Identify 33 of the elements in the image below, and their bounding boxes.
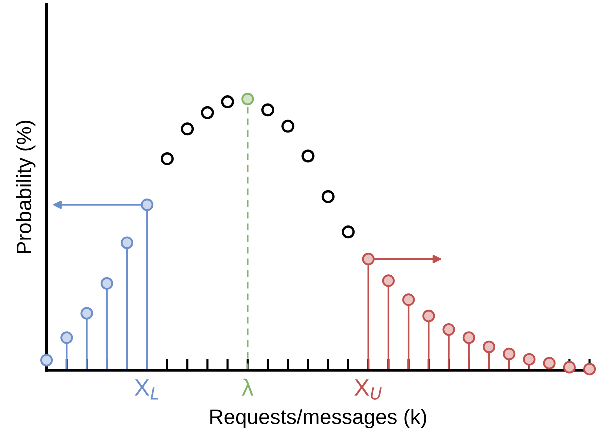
point bbox=[100, 277, 114, 290]
point bbox=[242, 93, 254, 106]
x-axis-title: Requests/messages (k) bbox=[210, 409, 426, 429]
point bbox=[422, 310, 436, 322]
point bbox=[503, 348, 516, 360]
x-tick-label: X$_{L}$ bbox=[134, 380, 159, 400]
point bbox=[362, 252, 375, 266]
point bbox=[120, 236, 134, 250]
y-axis-title: Probability (%) bbox=[16, 120, 36, 254]
point bbox=[584, 363, 596, 376]
point bbox=[342, 226, 355, 239]
x-tick-label: X$_{U}$ bbox=[354, 380, 382, 400]
point bbox=[201, 106, 214, 120]
x-tick-label: λ bbox=[242, 378, 254, 396]
point bbox=[523, 353, 536, 366]
point bbox=[160, 152, 174, 166]
point bbox=[382, 274, 395, 288]
point bbox=[563, 361, 576, 374]
point bbox=[221, 96, 234, 109]
point bbox=[543, 357, 556, 370]
point bbox=[181, 122, 194, 136]
point bbox=[402, 294, 416, 306]
point bbox=[60, 332, 74, 344]
point bbox=[302, 150, 315, 163]
point bbox=[482, 340, 496, 354]
point bbox=[462, 332, 476, 344]
point bbox=[80, 307, 94, 320]
point bbox=[442, 323, 456, 336]
point bbox=[282, 120, 295, 133]
point bbox=[40, 354, 54, 367]
point bbox=[322, 190, 335, 204]
point bbox=[262, 104, 275, 117]
point bbox=[141, 198, 154, 212]
